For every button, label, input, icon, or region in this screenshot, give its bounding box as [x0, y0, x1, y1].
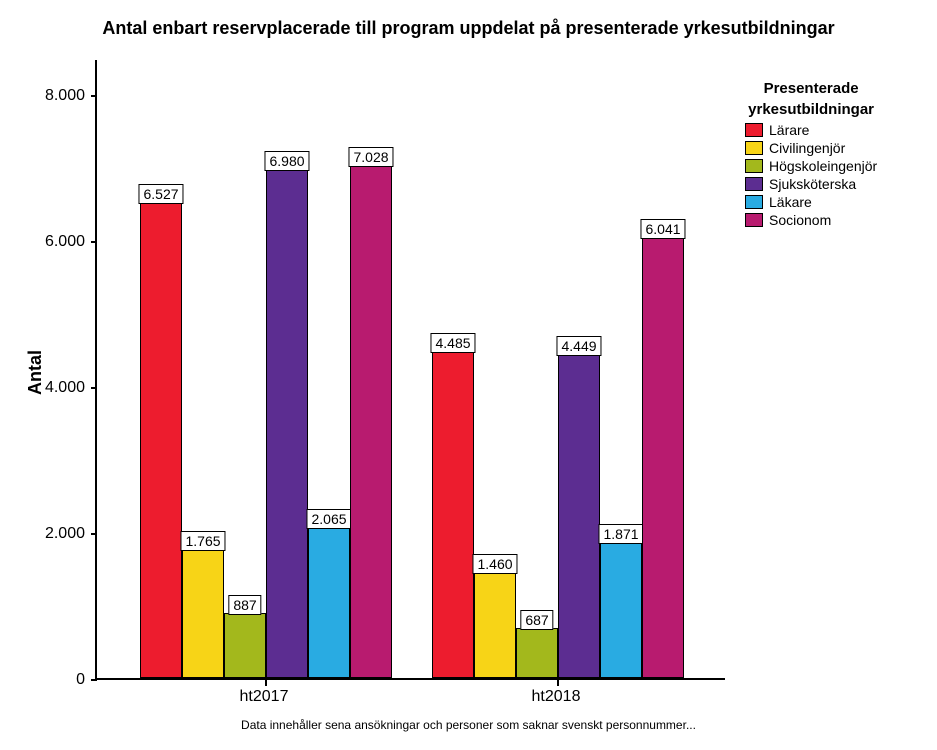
- y-axis-label: Antal: [25, 350, 46, 395]
- legend-label: Lärare: [769, 122, 809, 138]
- legend-swatch: [745, 177, 763, 191]
- y-tick-mark: [91, 241, 97, 243]
- bar-value-label: 1.460: [472, 554, 517, 574]
- legend-item: Läkare: [745, 194, 877, 210]
- bar-value-label: 4.485: [430, 333, 475, 353]
- bar: [350, 165, 392, 678]
- chart-container: Antal enbart reservplacerade till progra…: [0, 0, 937, 750]
- x-tick-mark: [557, 680, 559, 686]
- legend-label: Socionom: [769, 212, 831, 228]
- legend-swatch: [745, 213, 763, 227]
- bar: [140, 202, 182, 678]
- y-tick-label: 0: [76, 671, 85, 689]
- legend-title-line2: yrkesutbildningar: [745, 101, 877, 118]
- y-tick-mark: [91, 387, 97, 389]
- bar: [308, 527, 350, 678]
- bar-value-label: 1.765: [180, 531, 225, 551]
- bar-value-label: 1.871: [598, 524, 643, 544]
- legend-swatch: [745, 195, 763, 209]
- bar-value-label: 7.028: [348, 147, 393, 167]
- y-tick-label: 4.000: [45, 379, 85, 397]
- bar-value-label: 4.449: [556, 336, 601, 356]
- legend-label: Sjuksköterska: [769, 176, 856, 192]
- legend-item: Lärare: [745, 122, 877, 138]
- legend-item: Socionom: [745, 212, 877, 228]
- legend: Presenterade yrkesutbildningar Lärare Civ…: [745, 80, 877, 228]
- bar: [558, 354, 600, 679]
- legend-label: Högskoleingenjör: [769, 158, 877, 174]
- legend-item: Högskoleingenjör: [745, 158, 877, 174]
- bar-value-label: 887: [228, 595, 261, 615]
- plot-area: 6.527 1.765 887 6.980 2.065 7.028 4.485 1.460 68…: [95, 60, 725, 680]
- legend-title-line1: Presenterade: [745, 80, 877, 97]
- x-tick-label: ht2018: [532, 688, 581, 706]
- bar: [266, 169, 308, 678]
- chart-title: Antal enbart reservplacerade till progra…: [0, 18, 937, 39]
- bar: [642, 237, 684, 678]
- y-tick-mark: [91, 533, 97, 535]
- y-tick-label: 8.000: [45, 87, 85, 105]
- bar-value-label: 687: [520, 610, 553, 630]
- bar-value-label: 2.065: [306, 509, 351, 529]
- x-tick-mark: [265, 680, 267, 686]
- bar: [474, 572, 516, 678]
- y-tick-mark: [91, 95, 97, 97]
- legend-swatch: [745, 141, 763, 155]
- bar: [432, 351, 474, 678]
- legend-item: Sjuksköterska: [745, 176, 877, 192]
- y-tick-label: 6.000: [45, 233, 85, 251]
- bar: [224, 613, 266, 678]
- bar: [182, 549, 224, 678]
- legend-swatch: [745, 159, 763, 173]
- bar-value-label: 6.527: [138, 184, 183, 204]
- y-tick-mark: [91, 679, 97, 681]
- legend-label: Civilingenjör: [769, 140, 845, 156]
- y-tick-label: 2.000: [45, 525, 85, 543]
- bar: [516, 628, 558, 678]
- bar-value-label: 6.980: [264, 151, 309, 171]
- x-tick-label: ht2017: [240, 688, 289, 706]
- bar-value-label: 6.041: [640, 219, 685, 239]
- bar: [600, 542, 642, 678]
- legend-label: Läkare: [769, 194, 812, 210]
- legend-swatch: [745, 123, 763, 137]
- legend-item: Civilingenjör: [745, 140, 877, 156]
- chart-footnote: Data innehåller sena ansökningar och per…: [0, 718, 937, 732]
